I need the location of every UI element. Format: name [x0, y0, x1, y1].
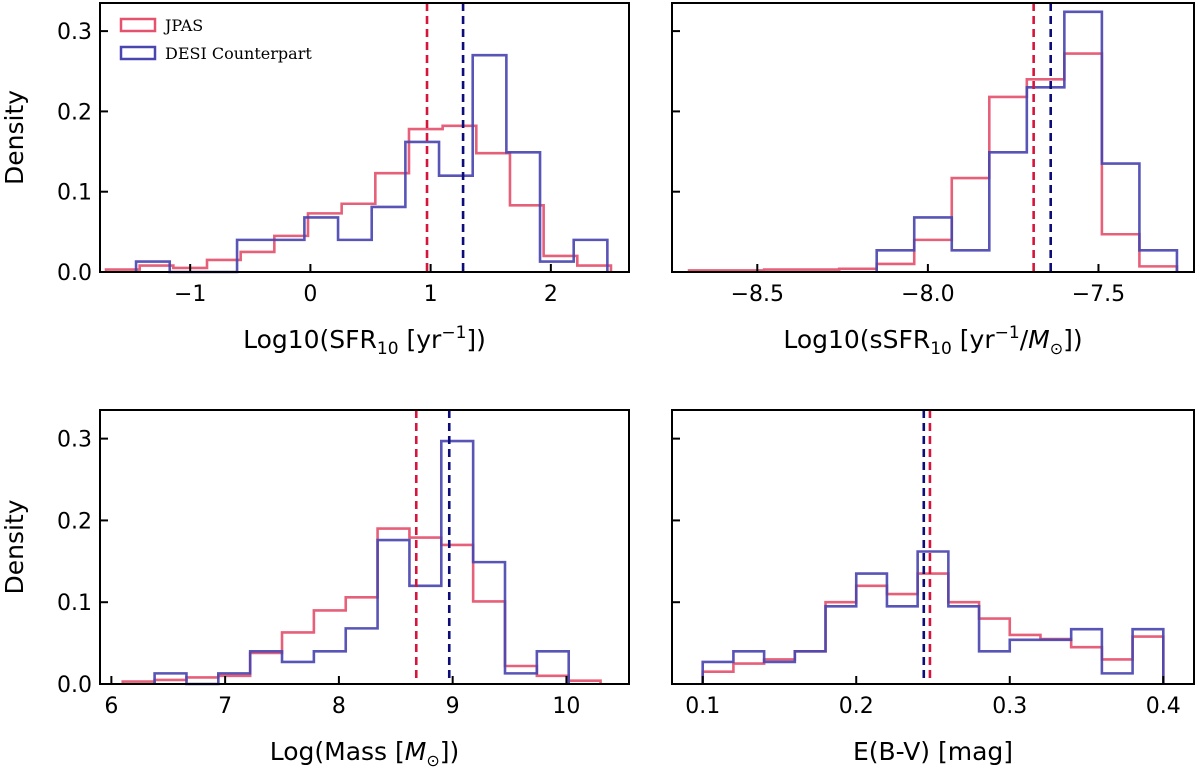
x-axis-label: E(B-V) [mag] [853, 737, 1013, 766]
x-axis-label: Log10(sSFR10 [yr−1/M⊙]) [783, 323, 1082, 359]
x-tick-label: −7.5 [1072, 282, 1125, 307]
x-label-math: M [405, 737, 427, 766]
hist-desi-series [153, 439, 571, 686]
axes-frame [99, 2, 630, 273]
x-tick-label: 0.4 [1146, 694, 1181, 719]
y-tick-label: 0.2 [57, 509, 92, 534]
x-label-main: Log10(sSFR [783, 325, 930, 354]
x-label-tail: ]) [466, 325, 486, 354]
y-tick-label: 0.2 [57, 100, 92, 125]
legend-jpas-swatch [119, 17, 157, 33]
y-tick-label: 0.1 [57, 181, 92, 206]
hist-jpas-series [104, 124, 613, 272]
x-label-sub: 10 [930, 339, 952, 359]
x-tick-label: 7 [218, 694, 232, 719]
x-tick-label: 6 [104, 694, 118, 719]
axes-frame [671, 409, 1195, 685]
x-label-math-sub: ⊙ [426, 751, 439, 768]
y-tick-label: 0.0 [57, 673, 92, 698]
x-label-main: Log10(SFR [243, 325, 377, 354]
legend: JPAS DESI Counterpart [119, 16, 312, 63]
x-axis-label: Log10(SFR10 [yr−1]) [243, 323, 486, 359]
x-label-tail: / [1020, 325, 1029, 354]
x-label-main: E(B-V) [mag] [853, 737, 1013, 766]
hist-jpas-series [701, 572, 1165, 684]
legend-desi-swatch [119, 45, 157, 61]
y-tick-label: 0.3 [57, 428, 92, 453]
hist-desi-series [134, 53, 609, 274]
y-tick-label: 0.0 [57, 261, 92, 286]
x-label-sup: −1 [441, 323, 466, 343]
x-tick-label: 0.2 [839, 694, 874, 719]
x-label-tail: [yr [399, 325, 442, 354]
x-label-sub: 10 [377, 339, 399, 359]
panel-2: −8.5 −8.0 −7.5 Log10(sSFR10 [yr−1/M⊙]) [671, 2, 1195, 359]
x-tick-label: 0.1 [685, 694, 720, 719]
panel-4: 0.1 0.2 0.3 0.4 E(B-V) [mag] [671, 409, 1195, 766]
x-label-tail: ]) [1063, 325, 1083, 354]
x-tick-label: 8 [332, 694, 346, 719]
hist-desi-series [701, 550, 1165, 684]
x-label-sup: −1 [995, 323, 1020, 343]
x-tick-label: −8.5 [731, 282, 784, 307]
x-tick-label: 9 [446, 694, 460, 719]
hist-jpas-series [687, 52, 1179, 272]
x-axis-label: Log(Mass [M⊙]) [270, 737, 460, 768]
hist-desi-series [875, 10, 1179, 272]
x-tick-label: 0.3 [992, 694, 1027, 719]
y-axis-label: Density [0, 90, 29, 185]
axes-frame [671, 2, 1195, 273]
x-label-tail: [yr [952, 325, 995, 354]
x-label-math-sub: ⊙ [1050, 339, 1063, 358]
x-label-math: M [1028, 325, 1050, 354]
x-tick-label: 2 [544, 282, 558, 307]
legend-desi-label: DESI Counterpart [165, 44, 312, 63]
y-axis-label: Density [0, 499, 29, 594]
x-tick-label: 1 [424, 282, 438, 307]
x-tick-label: 10 [552, 694, 580, 719]
x-tick-label: −8.0 [901, 282, 954, 307]
y-tick-label: 0.3 [57, 20, 92, 45]
panel-3: 6 7 8 9 10 0.0 0.1 0.2 0.3 Density Log(Mass [M⊙]) [0, 409, 630, 768]
legend-jpas-label: JPAS [163, 16, 203, 35]
axes-frame [99, 409, 630, 685]
y-tick-label: 0.1 [57, 591, 92, 616]
x-label-tail: ]) [440, 737, 460, 766]
x-tick-label: 0 [303, 282, 317, 307]
x-label-main: Log(Mass [ [270, 737, 405, 766]
hist-jpas-series [121, 527, 602, 684]
x-tick-label: −1 [174, 282, 206, 307]
